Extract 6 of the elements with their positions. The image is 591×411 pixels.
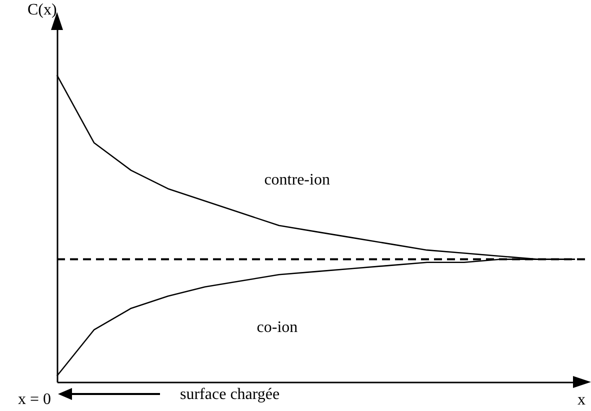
series-label: contre-ion: [264, 172, 330, 189]
text: co-ion: [256, 318, 298, 336]
y-axis-title: C(x): [28, 2, 57, 18]
text: x = 0: [18, 391, 52, 408]
x-axis-title: x: [578, 392, 586, 408]
text: surface chargée: [180, 386, 280, 403]
